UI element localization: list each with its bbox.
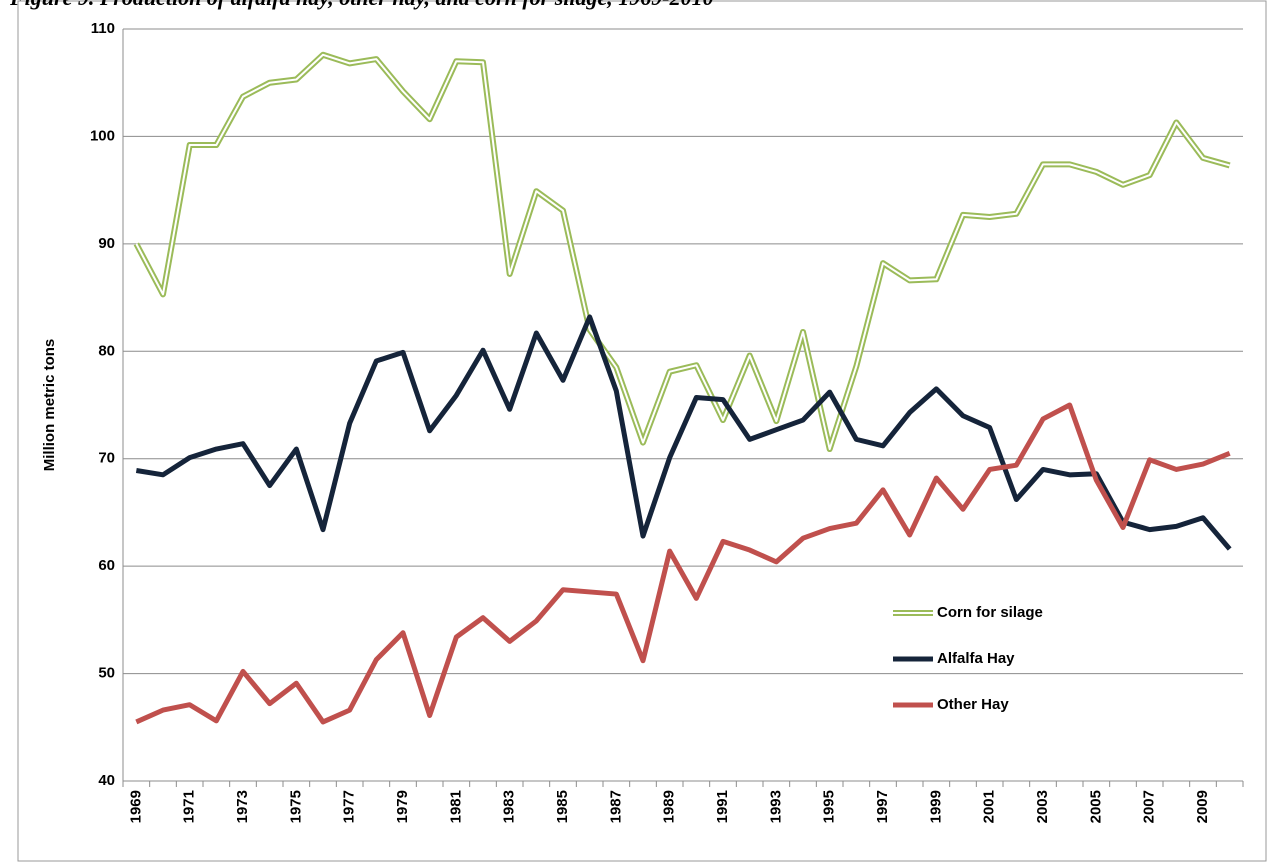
- y-tick-label: 60: [98, 557, 115, 574]
- x-tick-label: 1979: [394, 790, 411, 823]
- x-tick-label: 1969: [127, 790, 144, 823]
- x-tick-label: 1997: [874, 790, 891, 823]
- x-tick-label: 1989: [661, 790, 678, 823]
- x-tick-label: 2007: [1141, 790, 1158, 823]
- legend-label: Other Hay: [937, 696, 1009, 713]
- x-tick-label: 1983: [501, 790, 518, 823]
- x-tick-label: 1991: [714, 790, 731, 823]
- x-tick-label: 1995: [821, 790, 838, 823]
- legend-label: Corn for silage: [937, 604, 1043, 621]
- x-tick-label: 1981: [447, 790, 464, 823]
- x-tick-label: 2009: [1194, 790, 1211, 823]
- y-tick-label: 100: [90, 127, 115, 144]
- x-tick-label: 2003: [1034, 790, 1051, 823]
- x-tick-label: 1973: [234, 790, 251, 823]
- x-tick-label: 1975: [287, 790, 304, 823]
- series-line: [133, 51, 1231, 453]
- legend-label: Alfalfa Hay: [937, 650, 1015, 667]
- series-line: [135, 402, 1231, 725]
- y-axis-label: Million metric tons: [41, 339, 58, 472]
- y-tick-label: 80: [98, 342, 115, 359]
- series-line: [135, 314, 1232, 551]
- y-tick-label: 110: [91, 20, 115, 37]
- x-tick-label: 2001: [981, 790, 998, 823]
- series-line-inner: [135, 53, 1230, 451]
- y-tick-label: 70: [98, 450, 115, 467]
- x-tick-label: 1985: [554, 790, 571, 823]
- y-tick-label: 50: [98, 665, 115, 682]
- y-tick-label: 40: [98, 772, 115, 789]
- x-tick-label: 1999: [927, 790, 944, 823]
- x-tick-label: 1987: [607, 790, 624, 823]
- chart-title: Figure 9. Production of alfalfa hay, oth…: [9, 0, 714, 10]
- y-tick-label: 90: [98, 235, 115, 252]
- chart-frame: [17, 0, 1267, 862]
- x-tick-label: 1993: [767, 790, 784, 823]
- x-tick-label: 1971: [181, 790, 198, 823]
- x-tick-label: 1977: [341, 790, 358, 823]
- x-tick-label: 2005: [1087, 790, 1104, 823]
